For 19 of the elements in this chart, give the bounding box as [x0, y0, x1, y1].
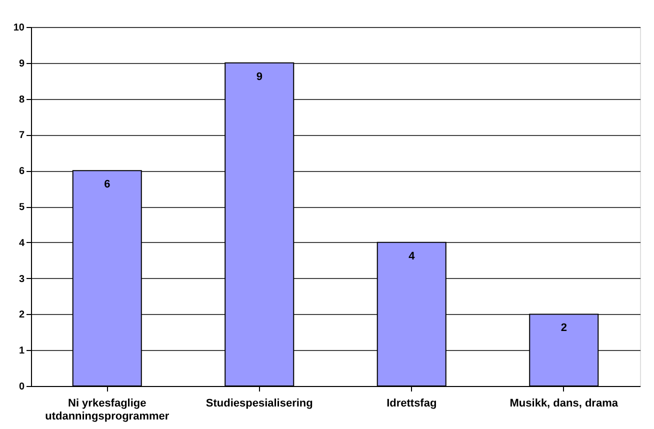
- data-label: 9: [256, 70, 262, 83]
- x-tick-label: Musikk, dans, drama: [510, 398, 619, 410]
- y-tick-label: 2: [18, 310, 25, 321]
- data-label: 2: [560, 322, 567, 334]
- y-tick-label: 8: [18, 94, 25, 106]
- y-tick-label: 10: [13, 22, 25, 34]
- y-tick-label: 1: [18, 346, 25, 357]
- x-tick-label: Studiespesialisering: [206, 398, 313, 410]
- y-tick-label: 7: [18, 130, 25, 142]
- y-tick-label: 9: [18, 58, 25, 70]
- y-tick-label: 3: [18, 274, 25, 285]
- y-tick-label: 5: [18, 202, 25, 213]
- y-tick-label: 6: [18, 166, 25, 178]
- data-label: 6: [104, 178, 110, 191]
- y-tick-label: 0: [18, 382, 25, 392]
- x-tick-label: Ni yrkesfaglige utdanningsprogrammer: [45, 398, 170, 422]
- x-tick-label: Idrettsfag: [386, 398, 437, 410]
- y-tick-label: 4: [18, 238, 25, 249]
- data-label: 4: [408, 250, 416, 262]
